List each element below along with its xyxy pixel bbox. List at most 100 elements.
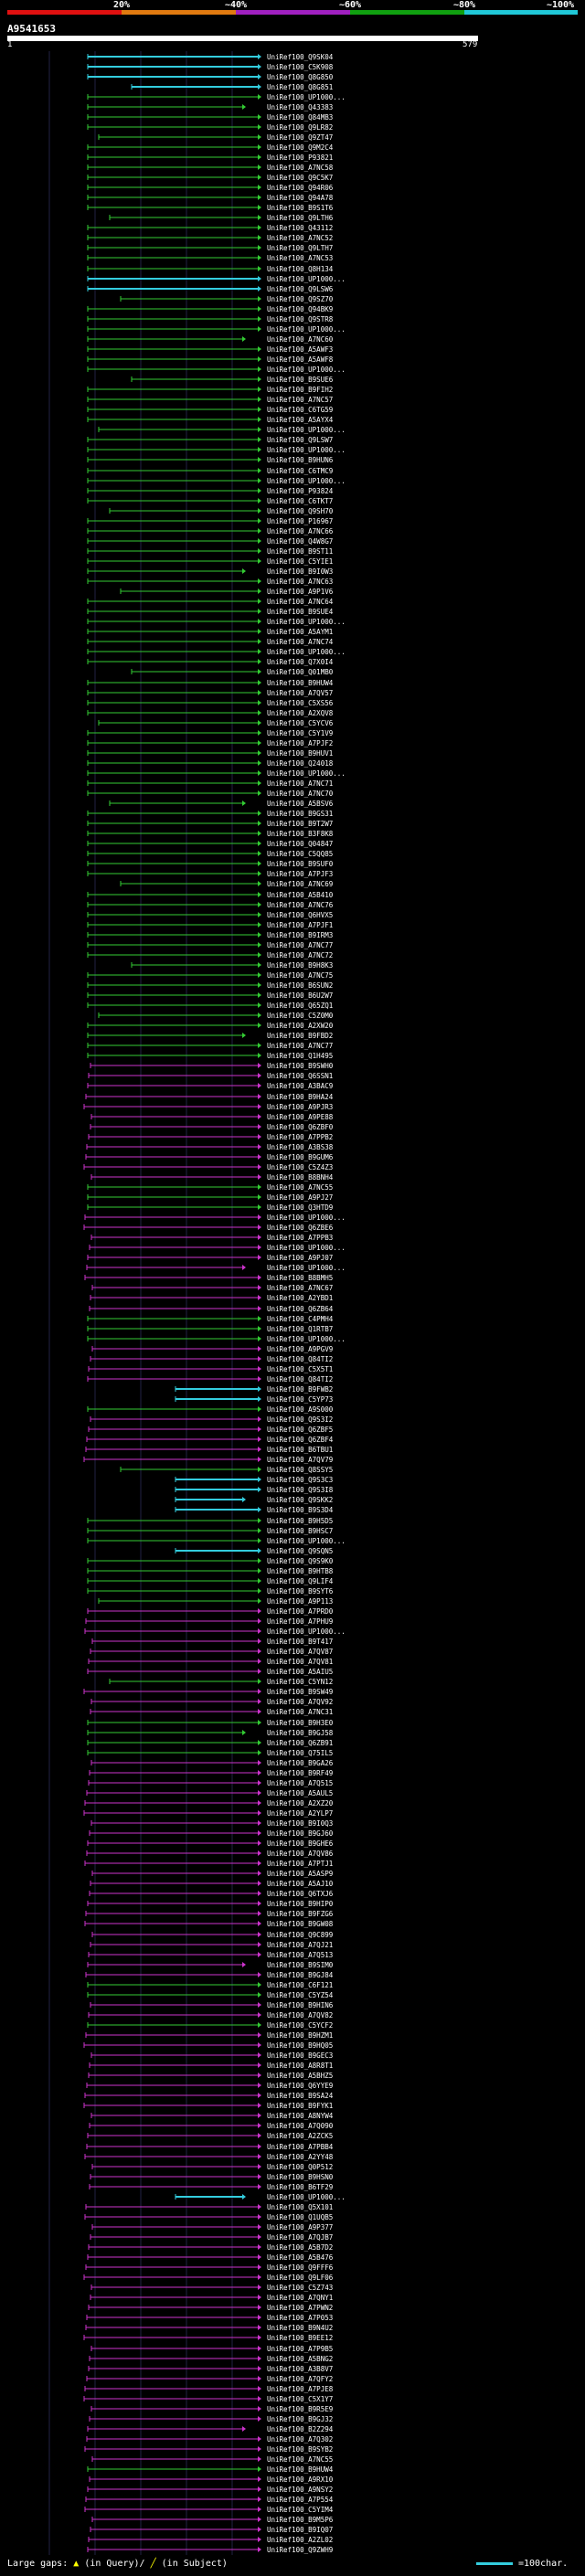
hit-label[interactable]: UniRef100_A7QFY2 bbox=[267, 2375, 333, 2383]
hit-row[interactable]: UniRef100_A7PJF1 bbox=[87, 921, 333, 929]
hit-label[interactable]: UniRef100_Q5X101 bbox=[267, 2203, 333, 2211]
hit-label[interactable]: UniRef100_C5Z743 bbox=[267, 2284, 333, 2292]
hit-row[interactable]: UniRef100_UP1000... bbox=[175, 2193, 346, 2201]
hit-label[interactable]: UniRef100_B9GJ60 bbox=[267, 1829, 334, 1838]
hit-label[interactable]: UniRef100_B9EE12 bbox=[267, 2334, 333, 2342]
hit-row[interactable]: UniRef100_B9IQ07 bbox=[90, 2526, 333, 2534]
hit-row[interactable]: UniRef100_C5YP73 bbox=[175, 1395, 333, 1404]
hit-label[interactable]: UniRef100_A7P554 bbox=[267, 2496, 334, 2504]
hit-label[interactable]: UniRef100_A7NC77 bbox=[267, 1042, 333, 1050]
hit-label[interactable]: UniRef100_B9GJ84 bbox=[267, 1971, 334, 1979]
hit-row[interactable]: UniRef100_Q9ZT47 bbox=[98, 133, 333, 142]
hit-row[interactable]: UniRef100_B9FBD2 bbox=[87, 1032, 333, 1040]
hit-label[interactable]: UniRef100_A5AYM1 bbox=[267, 628, 333, 636]
hit-row[interactable]: UniRef100_A5AWF3 bbox=[87, 345, 333, 354]
hit-label[interactable]: UniRef100_B9GJ58 bbox=[267, 1729, 334, 1737]
hit-label[interactable]: UniRef100_C5Z0M0 bbox=[267, 1012, 334, 1020]
hit-label[interactable]: UniRef100_B9R5E9 bbox=[267, 2405, 333, 2413]
hit-label[interactable]: UniRef100_C5K908 bbox=[267, 63, 334, 71]
hit-row[interactable]: UniRef100_A7QV87 bbox=[90, 1648, 333, 1656]
hit-row[interactable]: UniRef100_A5B410 bbox=[87, 891, 334, 899]
hit-label[interactable]: UniRef100_B9SUE4 bbox=[267, 608, 334, 616]
hit-label[interactable]: UniRef100_A9PJR3 bbox=[267, 1103, 333, 1111]
hit-row[interactable]: UniRef100_A5BHZ5 bbox=[88, 2072, 333, 2080]
hit-label[interactable]: UniRef100_A2XQV8 bbox=[267, 709, 334, 717]
hit-label[interactable]: UniRef100_Q9LF06 bbox=[267, 2274, 334, 2282]
hit-row[interactable]: UniRef100_Q6ZBF4 bbox=[86, 1436, 334, 1444]
hit-row[interactable]: UniRef100_A7NC74 bbox=[87, 638, 334, 646]
hit-row[interactable]: UniRef100_B9HSC7 bbox=[87, 1527, 333, 1535]
hit-label[interactable]: UniRef100_B9HTB8 bbox=[267, 1567, 334, 1575]
hit-label[interactable]: UniRef100_Q24018 bbox=[267, 759, 334, 768]
hit-row[interactable]: UniRef100_UP1000... bbox=[86, 1264, 346, 1272]
hit-row[interactable]: UniRef100_Q84MB3 bbox=[87, 113, 333, 122]
hit-label[interactable]: UniRef100_A9PJ07 bbox=[267, 1254, 333, 1262]
hit-row[interactable]: UniRef100_C5Y1V9 bbox=[87, 729, 333, 737]
hit-row[interactable]: UniRef100_B9GA26 bbox=[90, 1759, 334, 1767]
hit-label[interactable]: UniRef100_UP1000... bbox=[267, 446, 346, 454]
hit-label[interactable]: UniRef100_Q6ZB91 bbox=[267, 1739, 333, 1747]
hit-label[interactable]: UniRef100_A7Q515 bbox=[267, 1779, 333, 1787]
hit-label[interactable]: UniRef100_UP1000... bbox=[267, 618, 346, 626]
hit-row[interactable]: UniRef100_A7QV82 bbox=[88, 2011, 333, 2019]
hit-label[interactable]: UniRef100_B2Z294 bbox=[267, 2425, 334, 2433]
hit-label[interactable]: UniRef100_B9FBD2 bbox=[267, 1032, 333, 1040]
hit-label[interactable]: UniRef100_A5B7D2 bbox=[267, 2243, 333, 2252]
hit-label[interactable]: UniRef100_B3F8K8 bbox=[267, 830, 334, 838]
hit-row[interactable]: UniRef100_B6TF29 bbox=[89, 2183, 333, 2191]
hit-row[interactable]: UniRef100_C5YIM4 bbox=[84, 2506, 334, 2514]
hit-label[interactable]: UniRef100_A7NC60 bbox=[267, 335, 334, 344]
hit-row[interactable]: UniRef100_A7PPB3 bbox=[90, 1234, 333, 1242]
hit-label[interactable]: UniRef100_B9GUM6 bbox=[267, 1153, 334, 1161]
hit-label[interactable]: UniRef100_A7Q513 bbox=[267, 1951, 333, 1959]
hit-row[interactable]: UniRef100_UP1000... bbox=[89, 1244, 346, 1252]
hit-row[interactable]: UniRef100_B9T2W7 bbox=[87, 820, 333, 828]
hit-row[interactable]: UniRef100_A7NC75 bbox=[87, 971, 333, 980]
hit-row[interactable]: UniRef100_A9PJR3 bbox=[83, 1103, 333, 1111]
hit-label[interactable]: UniRef100_P16967 bbox=[267, 517, 333, 525]
hit-label[interactable]: UniRef100_A7NC64 bbox=[267, 598, 334, 606]
hit-label[interactable]: UniRef100_A7Q302 bbox=[267, 2435, 333, 2443]
hit-label[interactable]: UniRef100_B9HUW4 bbox=[267, 679, 334, 687]
hit-row[interactable]: UniRef100_Q04847 bbox=[87, 840, 333, 848]
hit-row[interactable]: UniRef100_B9SA24 bbox=[84, 2092, 334, 2100]
hit-row[interactable]: UniRef100_Q6HVX5 bbox=[87, 911, 333, 919]
hit-label[interactable]: UniRef100_A7P9B5 bbox=[267, 2345, 333, 2353]
hit-row[interactable]: UniRef100_A7QNY1 bbox=[90, 2294, 333, 2302]
hit-label[interactable]: UniRef100_A7P053 bbox=[267, 2314, 333, 2322]
hit-row[interactable]: UniRef100_C5X1Y7 bbox=[83, 2395, 333, 2403]
hit-row[interactable]: UniRef100_Q9LIF4 bbox=[87, 1577, 334, 1585]
hit-label[interactable]: UniRef100_UP1000... bbox=[267, 1335, 346, 1343]
hit-label[interactable]: UniRef100_C6F121 bbox=[267, 1981, 333, 1989]
hit-row[interactable]: UniRef100_B9HSN0 bbox=[90, 2173, 334, 2181]
hit-row[interactable]: UniRef100_P93824 bbox=[87, 487, 334, 495]
hit-row[interactable]: UniRef100_B9SUE6 bbox=[131, 376, 334, 384]
hit-row[interactable]: UniRef100_B9S1T6 bbox=[87, 204, 334, 212]
hit-row[interactable]: UniRef100_Q1RTB7 bbox=[87, 1325, 333, 1333]
hit-row[interactable]: UniRef100_C5YN12 bbox=[109, 1678, 333, 1686]
hit-row[interactable]: UniRef100_A7Q515 bbox=[88, 1779, 333, 1787]
hit-label[interactable]: UniRef100_B9SA24 bbox=[267, 2092, 334, 2100]
hit-row[interactable]: UniRef100_A7NC31 bbox=[90, 1708, 333, 1716]
hit-row[interactable]: UniRef100_B6SUN2 bbox=[87, 981, 333, 990]
hit-label[interactable]: UniRef100_Q6TXJ6 bbox=[267, 1890, 334, 1898]
hit-row[interactable]: UniRef100_B9GUM6 bbox=[85, 1153, 334, 1161]
hit-label[interactable]: UniRef100_B9GA26 bbox=[267, 1759, 334, 1767]
hit-row[interactable]: UniRef100_A5BSV6 bbox=[109, 800, 334, 808]
hit-row[interactable]: UniRef100_A7NC77 bbox=[87, 941, 333, 949]
hit-row[interactable]: UniRef100_Q43383 bbox=[87, 103, 333, 111]
hit-row[interactable]: UniRef100_Q9LTH6 bbox=[109, 214, 334, 222]
hit-label[interactable]: UniRef100_A5AWF3 bbox=[267, 345, 333, 354]
hit-row[interactable]: UniRef100_A8R8T1 bbox=[89, 2062, 333, 2070]
hit-row[interactable]: UniRef100_A7NC66 bbox=[87, 527, 334, 535]
hit-label[interactable]: UniRef100_B9HUN6 bbox=[267, 456, 334, 464]
hit-label[interactable]: UniRef100_A2YBD1 bbox=[267, 1294, 333, 1302]
hit-row[interactable]: UniRef100_A7Q302 bbox=[86, 2435, 333, 2443]
hit-row[interactable]: UniRef100_A9P1V6 bbox=[120, 588, 334, 596]
hit-label[interactable]: UniRef100_Q65ZQ1 bbox=[267, 1002, 333, 1010]
hit-label[interactable]: UniRef100_B9HSN0 bbox=[267, 2173, 334, 2181]
hit-row[interactable]: UniRef100_Q01MB0 bbox=[131, 668, 334, 676]
hit-label[interactable]: UniRef100_B6U2W7 bbox=[267, 991, 333, 1000]
hit-row[interactable]: UniRef100_B9GJ84 bbox=[85, 1971, 334, 1979]
hit-label[interactable]: UniRef100_A5AYX4 bbox=[267, 416, 334, 424]
